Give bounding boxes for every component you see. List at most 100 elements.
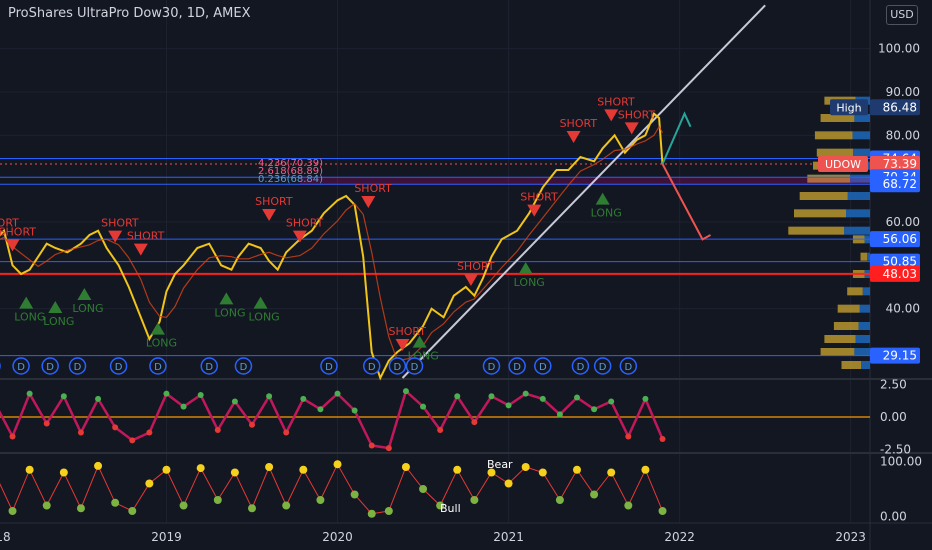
- time-axis-tick: 2020: [322, 530, 353, 544]
- long-signal-marker: [253, 296, 268, 309]
- oscillator-line: [0, 388, 664, 450]
- dividend-marker: [508, 357, 526, 375]
- sentiment-point: [504, 479, 513, 488]
- oscillator-axis-tick: -2.50: [880, 442, 911, 456]
- sentiment-point: [641, 465, 650, 474]
- dividend-marker: [12, 357, 30, 375]
- volume-profile-bar: [867, 252, 870, 261]
- sentiment-point: [470, 496, 479, 504]
- volume-profile-bar: [853, 148, 870, 157]
- oscillator-point: [437, 426, 444, 433]
- volume-profile-bar: [820, 348, 855, 356]
- price-tag-label: UDOW: [825, 158, 861, 171]
- sentiment-point: [248, 504, 256, 513]
- currency-button[interactable]: USD: [886, 5, 918, 25]
- short-signal-label: SHORT: [560, 117, 598, 130]
- oscillator-point: [574, 394, 580, 401]
- short-signal-marker: [395, 339, 410, 351]
- price-axis-tag: [870, 265, 920, 282]
- dividend-label: D: [205, 362, 213, 373]
- dividend-marker: [149, 357, 167, 375]
- short-signal-label: SHORT: [618, 108, 656, 121]
- dividend-marker: [405, 357, 424, 375]
- sentiment-point: [128, 507, 137, 515]
- dividend-marker: [534, 357, 552, 375]
- long-signal-marker: [595, 192, 610, 205]
- short-signal-label: SHORT: [127, 230, 165, 243]
- dividend-marker: [388, 357, 407, 375]
- volume-profile-bar: [854, 114, 870, 122]
- sentiment-point: [538, 468, 547, 477]
- short-signal-label: SHORT: [597, 95, 635, 108]
- dividend-label: D: [240, 362, 248, 373]
- volume-profile-bar: [788, 226, 845, 235]
- dividend-label: D: [394, 362, 402, 373]
- short-signal-marker: [527, 204, 542, 217]
- sentiment-point: [607, 468, 616, 477]
- dividend-marker: [234, 357, 253, 375]
- price-axis-tag: [870, 176, 920, 193]
- price-series-line: [0, 112, 664, 381]
- short-signal-marker: [262, 209, 277, 221]
- long-signal-marker: [48, 301, 63, 313]
- short-signal-marker: [0, 230, 3, 235]
- sentiment-point: [213, 496, 222, 504]
- sentiment-axis-tick: 100.00: [880, 455, 922, 469]
- sentiment-point: [367, 509, 376, 518]
- dividend-marker: [619, 357, 638, 375]
- time-axis-tick: 2019: [151, 530, 182, 544]
- long-signal-label: LONG: [146, 337, 177, 350]
- dividend-label: D: [624, 362, 632, 373]
- sentiment-point: [316, 496, 325, 504]
- long-signal-label: LONG: [72, 302, 103, 315]
- sentiment-point: [350, 490, 359, 499]
- sentiment-point: [111, 498, 120, 507]
- volume-profile-bar: [855, 335, 870, 343]
- sentiment-point: [419, 485, 428, 493]
- oscillator-point: [420, 403, 427, 410]
- oscillator-point: [471, 419, 478, 426]
- price-axis-tag-value: 29.15: [883, 349, 917, 363]
- sentiment-point: [94, 461, 103, 470]
- price-axis-tick: 40.00: [886, 302, 920, 316]
- oscillator-point: [556, 411, 563, 418]
- time-axis-tick: 2018: [0, 530, 11, 544]
- short-signal-marker: [133, 243, 148, 256]
- oscillator-point: [334, 390, 341, 397]
- dividend-marker: [320, 357, 338, 375]
- long-signal-marker: [219, 292, 234, 305]
- dividend-marker: [593, 357, 612, 375]
- price-axis-tick: 100.00: [878, 42, 920, 56]
- long-signal-label: LONG: [514, 276, 545, 289]
- long-signal-label: LONG: [214, 306, 245, 319]
- price-axis-tick: 80.00: [886, 128, 920, 142]
- long-signal-marker: [150, 322, 165, 335]
- price-axis-tag-value: 48.03: [883, 267, 917, 281]
- sentiment-point: [573, 465, 581, 474]
- fib-band: [300, 176, 870, 185]
- volume-profile-bar: [859, 304, 870, 313]
- fib-level-label: 4.236(70.39): [258, 158, 323, 169]
- sentiment-point: [8, 507, 17, 515]
- short-signal-marker: [292, 230, 307, 243]
- price-axis-tick: 90.00: [886, 85, 920, 99]
- oscillator-point: [385, 445, 392, 452]
- chart-title: ProShares UltraPro Dow30, 1D, AMEX: [8, 6, 251, 21]
- oscillator-point: [591, 406, 598, 413]
- oscillator-point: [77, 429, 84, 436]
- short-signal-label: SHORT: [389, 325, 427, 338]
- oscillator-point: [197, 391, 204, 398]
- volume-profile-bar: [861, 361, 870, 369]
- volume-profile-bar: [807, 174, 851, 183]
- short-signal-marker: [604, 109, 619, 122]
- volume-profile-bar: [860, 252, 867, 261]
- dividend-marker: [200, 357, 218, 375]
- dividend-label: D: [17, 362, 25, 373]
- oscillator-point: [231, 398, 238, 405]
- short-signal-marker: [624, 122, 639, 135]
- oscillator-point: [659, 436, 666, 443]
- volume-profile-bar: [816, 148, 854, 157]
- oscillator-point: [505, 402, 512, 409]
- price-axis-tag: [870, 347, 920, 364]
